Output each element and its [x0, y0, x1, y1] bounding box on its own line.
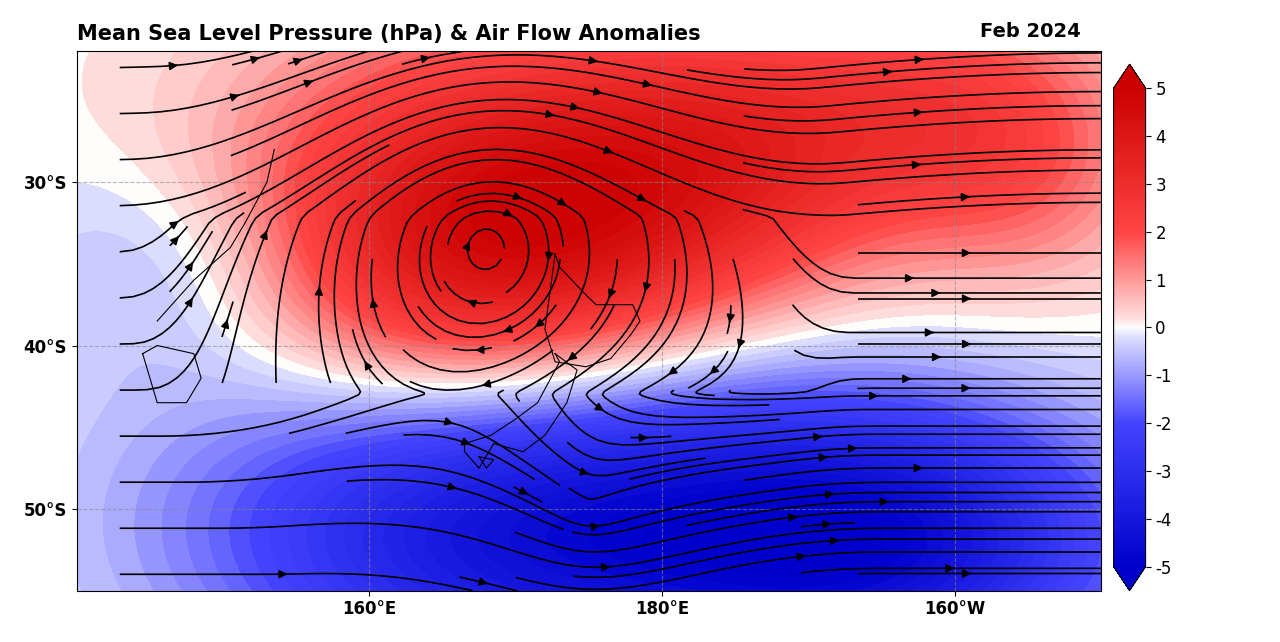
FancyArrowPatch shape [823, 521, 831, 528]
FancyArrowPatch shape [906, 275, 913, 281]
FancyArrowPatch shape [831, 537, 838, 544]
FancyArrowPatch shape [186, 263, 192, 271]
FancyArrowPatch shape [640, 435, 648, 441]
FancyArrowPatch shape [963, 295, 970, 302]
FancyArrowPatch shape [914, 465, 922, 471]
FancyArrowPatch shape [797, 553, 805, 560]
FancyArrowPatch shape [963, 250, 970, 256]
FancyArrowPatch shape [503, 325, 512, 332]
FancyArrowPatch shape [261, 231, 266, 239]
FancyArrowPatch shape [483, 380, 490, 387]
FancyArrowPatch shape [479, 578, 488, 585]
FancyArrowPatch shape [279, 571, 287, 578]
FancyArrowPatch shape [933, 354, 940, 360]
FancyArrowPatch shape [448, 483, 456, 490]
FancyArrowPatch shape [710, 366, 718, 373]
FancyArrowPatch shape [589, 57, 596, 64]
FancyArrowPatch shape [932, 290, 940, 297]
FancyArrowPatch shape [961, 194, 969, 200]
FancyArrowPatch shape [462, 438, 471, 445]
FancyArrowPatch shape [568, 352, 576, 360]
FancyArrowPatch shape [315, 287, 323, 295]
FancyArrowPatch shape [520, 488, 527, 494]
FancyArrowPatch shape [870, 392, 877, 399]
FancyArrowPatch shape [963, 385, 970, 392]
FancyArrowPatch shape [669, 367, 677, 374]
FancyArrowPatch shape [545, 252, 553, 261]
FancyArrowPatch shape [915, 56, 923, 63]
FancyArrowPatch shape [914, 109, 922, 116]
FancyArrowPatch shape [468, 300, 476, 307]
FancyArrowPatch shape [963, 341, 970, 347]
FancyArrowPatch shape [305, 80, 314, 87]
FancyArrowPatch shape [902, 376, 910, 382]
FancyArrowPatch shape [913, 162, 920, 168]
FancyArrowPatch shape [826, 491, 833, 498]
FancyArrowPatch shape [571, 103, 579, 110]
Text: Mean Sea Level Pressure (hPa) & Air Flow Anomalies: Mean Sea Level Pressure (hPa) & Air Flow… [77, 24, 700, 44]
FancyArrowPatch shape [504, 209, 512, 216]
FancyArrowPatch shape [604, 147, 613, 153]
FancyArrowPatch shape [643, 80, 652, 87]
FancyArrowPatch shape [170, 222, 178, 229]
FancyArrowPatch shape [594, 88, 602, 95]
FancyArrowPatch shape [365, 361, 371, 370]
FancyArrowPatch shape [463, 242, 470, 250]
FancyArrowPatch shape [925, 329, 933, 336]
FancyArrowPatch shape [421, 56, 429, 62]
FancyArrowPatch shape [545, 110, 554, 117]
FancyArrowPatch shape [513, 193, 522, 199]
FancyArrowPatch shape [558, 198, 566, 205]
FancyArrowPatch shape [602, 564, 609, 571]
FancyArrowPatch shape [221, 320, 228, 328]
FancyArrowPatch shape [580, 469, 588, 475]
PathPatch shape [1114, 567, 1146, 591]
FancyArrowPatch shape [737, 340, 744, 348]
FancyArrowPatch shape [370, 299, 378, 308]
FancyArrowPatch shape [814, 434, 822, 440]
Text: Feb 2024: Feb 2024 [979, 22, 1080, 40]
FancyArrowPatch shape [849, 445, 856, 452]
FancyArrowPatch shape [883, 69, 891, 76]
FancyArrowPatch shape [251, 56, 260, 63]
FancyArrowPatch shape [644, 283, 650, 291]
FancyArrowPatch shape [727, 314, 733, 322]
FancyArrowPatch shape [788, 514, 796, 521]
FancyArrowPatch shape [444, 418, 453, 424]
FancyArrowPatch shape [609, 289, 616, 297]
FancyArrowPatch shape [476, 347, 484, 353]
FancyArrowPatch shape [595, 404, 603, 410]
FancyArrowPatch shape [536, 319, 544, 326]
FancyArrowPatch shape [881, 498, 888, 505]
FancyArrowPatch shape [230, 94, 239, 101]
FancyArrowPatch shape [963, 570, 970, 577]
FancyArrowPatch shape [819, 455, 827, 461]
FancyArrowPatch shape [170, 237, 178, 245]
FancyArrowPatch shape [169, 63, 177, 69]
PathPatch shape [1114, 64, 1146, 88]
FancyArrowPatch shape [186, 299, 192, 307]
FancyArrowPatch shape [946, 565, 954, 571]
FancyArrowPatch shape [637, 195, 645, 200]
FancyArrowPatch shape [591, 524, 600, 530]
FancyArrowPatch shape [293, 58, 302, 65]
